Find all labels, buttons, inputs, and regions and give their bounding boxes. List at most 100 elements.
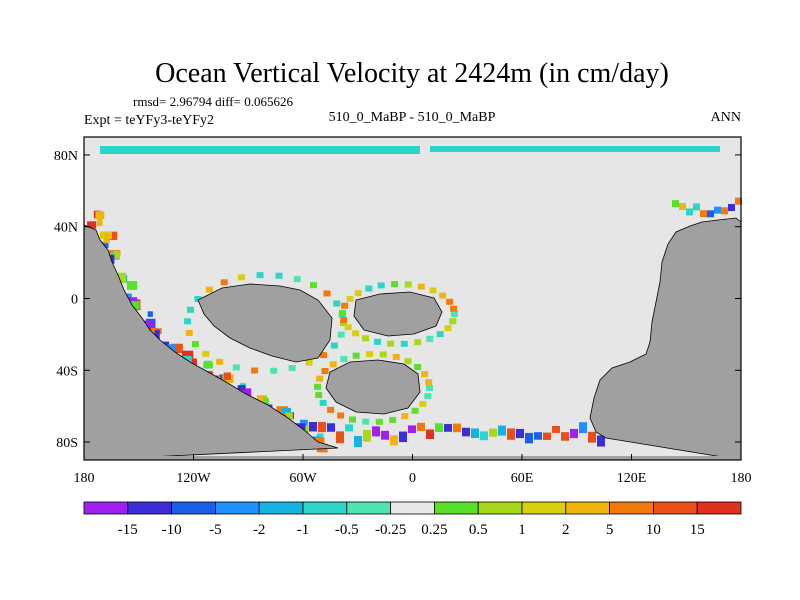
velocity-cell <box>109 231 118 240</box>
velocity-cell <box>330 342 338 349</box>
velocity-cell <box>707 210 714 218</box>
velocity-cell <box>130 301 140 310</box>
velocity-cell <box>404 358 412 365</box>
velocity-cell <box>354 290 362 297</box>
colorbar-label: -1 <box>297 522 310 538</box>
velocity-cell <box>194 296 202 302</box>
velocity-cell <box>679 202 686 210</box>
y-tick-label: 80N <box>54 149 78 164</box>
velocity-cell <box>588 431 596 443</box>
velocity-band <box>430 146 720 152</box>
velocity-cell <box>185 329 193 336</box>
velocity-cell <box>392 353 400 360</box>
colorbar-label: 2 <box>562 522 570 538</box>
velocity-cell <box>256 395 267 404</box>
velocity-cell <box>449 318 457 325</box>
land-south <box>325 359 421 415</box>
velocity-cell <box>87 221 97 229</box>
velocity-cell <box>237 274 245 281</box>
velocity-cell <box>429 287 437 294</box>
velocity-cell <box>579 422 587 434</box>
colorbar-label: 0.5 <box>469 522 488 538</box>
velocity-cell <box>387 340 395 347</box>
colorbar-swatch <box>390 501 435 515</box>
velocity-cell <box>686 208 693 216</box>
velocity-cell <box>391 281 399 288</box>
velocity-cell <box>462 427 470 437</box>
velocity-cell <box>436 331 444 338</box>
velocity-cell <box>315 392 323 399</box>
velocity-cell <box>339 309 347 316</box>
velocity-cell <box>281 407 292 414</box>
velocity-cell <box>143 320 155 327</box>
velocity-cell <box>411 407 419 414</box>
velocity-cell <box>147 311 153 317</box>
velocity-cell <box>340 356 348 363</box>
map-panel: 80N 40N 0 40S 80S 180 120W 60W 0 60E 120E 180 <box>54 136 752 486</box>
velocity-cell <box>417 283 425 290</box>
velocity-cell <box>354 435 362 448</box>
velocity-cell <box>721 207 728 215</box>
colorbar-label: 15 <box>690 522 705 538</box>
velocity-cell <box>401 413 409 420</box>
velocity-cell <box>256 272 264 279</box>
x-axis: 180 120W 60W 0 60E 120E 180 <box>74 454 752 486</box>
velocity-cell <box>305 359 313 366</box>
colorbar-swatch <box>171 501 216 515</box>
y-tick-label: 40N <box>54 221 78 236</box>
velocity-cell <box>471 428 479 439</box>
velocity-cell <box>362 418 370 425</box>
velocity-cell <box>337 331 345 338</box>
velocity-cell <box>414 339 422 346</box>
velocity-cell <box>419 400 427 407</box>
velocity-cell <box>319 399 327 406</box>
colorbar-swatch <box>433 501 479 515</box>
colorbar-swatch <box>521 501 567 515</box>
colorbar-swatch <box>302 501 348 515</box>
velocity-cell <box>372 426 380 437</box>
x-tick-label: 120E <box>617 471 647 486</box>
x-tick-label: 180 <box>731 471 752 486</box>
stats-line: rmsd= 2.96794 diff= 0.065626 <box>133 94 293 109</box>
velocity-cell <box>451 311 458 317</box>
colorbar-label: 0.25 <box>421 522 447 538</box>
velocity-cell <box>251 367 259 374</box>
velocity-cell <box>543 432 551 440</box>
velocity-cell <box>362 335 370 342</box>
period-label: 510_0_MaBP - 510_0_MaBP <box>329 110 496 125</box>
velocity-cell <box>126 281 138 290</box>
velocity-cell <box>346 296 354 302</box>
velocity-cell <box>552 425 560 433</box>
colorbar-label: 1 <box>518 522 526 538</box>
velocity-cell <box>205 286 213 293</box>
y-axis: 80N 40N 0 40S 80S <box>54 149 741 451</box>
velocity-cell <box>319 352 327 359</box>
velocity-cell <box>439 292 447 299</box>
velocity-cell <box>507 428 515 440</box>
x-tick-label: 120W <box>176 471 211 486</box>
velocity-cell <box>187 306 195 313</box>
velocity-cell <box>498 425 506 436</box>
velocity-cell <box>363 429 371 442</box>
velocity-cell <box>421 371 429 378</box>
velocity-cell <box>375 418 383 425</box>
velocity-cell <box>446 298 454 305</box>
velocity-cell <box>570 428 578 439</box>
colorbar-label: -15 <box>118 522 138 538</box>
velocity-cell <box>534 432 542 440</box>
velocity-cell <box>315 437 325 444</box>
colorbar-label: 5 <box>606 522 614 538</box>
velocity-cell <box>336 431 344 444</box>
velocity-cell <box>202 350 210 357</box>
land-east <box>589 217 742 461</box>
velocity-cell <box>329 361 337 368</box>
velocity-cell <box>349 416 357 423</box>
colorbar-label: -2 <box>253 522 266 538</box>
colorbar-swatch <box>127 501 173 515</box>
velocity-cell <box>242 388 252 399</box>
velocity-cell <box>435 423 443 433</box>
velocity-cell <box>352 352 360 359</box>
velocity-cell <box>129 297 138 303</box>
colorbar-swatch <box>609 501 654 515</box>
